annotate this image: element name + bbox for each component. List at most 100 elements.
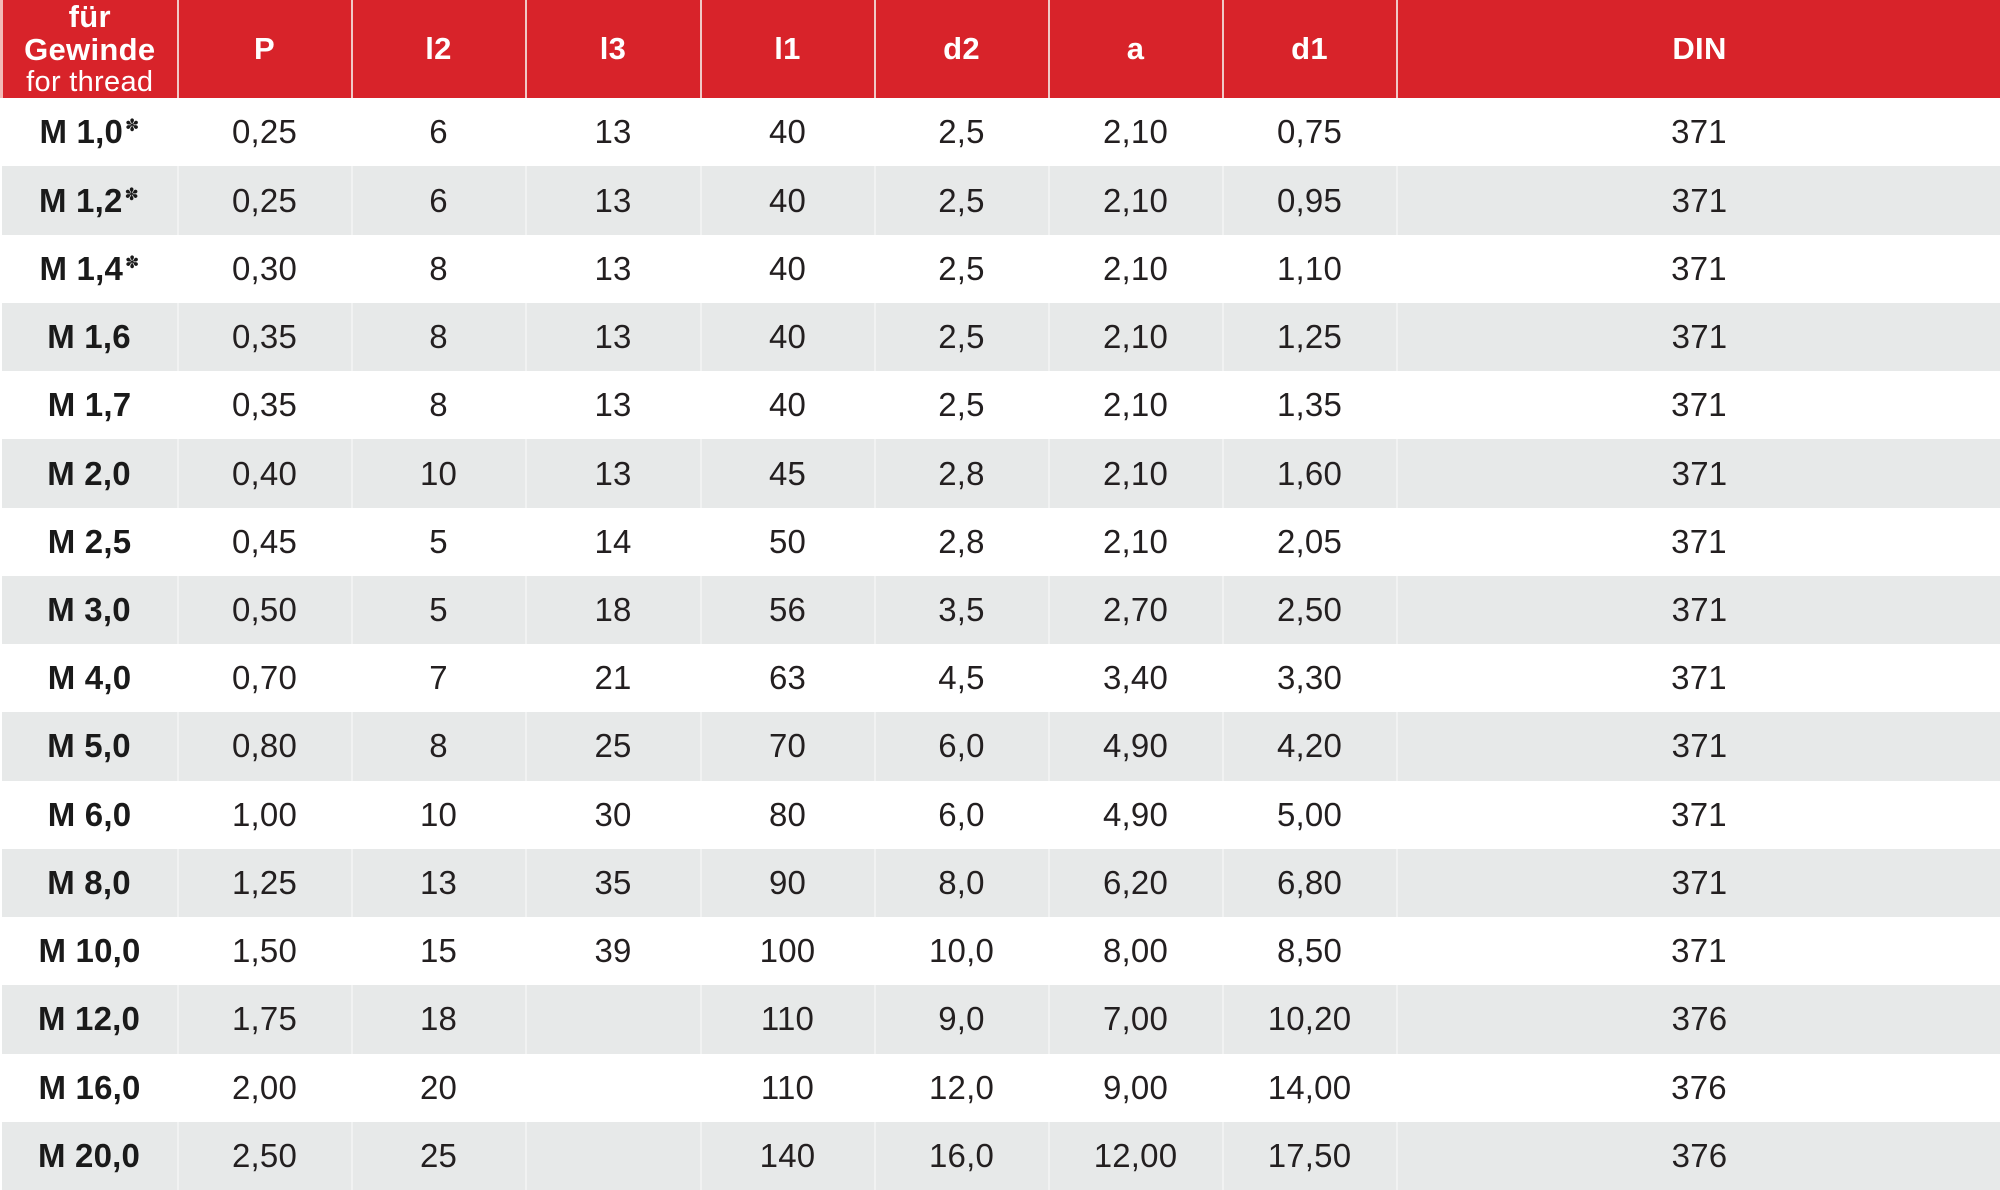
- cell-l1: 140: [700, 1121, 876, 1190]
- cell-l1: 70: [700, 712, 876, 781]
- cell-l3: 35: [525, 848, 702, 918]
- cell-a: 2,10: [1048, 166, 1224, 235]
- cell-l1: 63: [700, 644, 875, 713]
- cell-l2: 6: [351, 166, 527, 235]
- header-row: für Gewinde for thread P l2 l3 l1 d2 a d…: [0, 0, 2000, 99]
- cell-d1: 1,60: [1222, 439, 1398, 508]
- cell-thread: M 16,0: [1, 1053, 178, 1122]
- cell-l3: [525, 985, 702, 1054]
- cell-l1: 80: [700, 780, 875, 849]
- cell-l3: 39: [525, 917, 701, 986]
- column-header-d1: d1: [1222, 0, 1398, 99]
- table-row: M 1,7 0,35 8 13 40 2,5 2,10 1,35 371: [1, 371, 2000, 440]
- cell-l3: 14: [525, 507, 701, 576]
- cell-d1: 5,00: [1222, 780, 1397, 849]
- cell-d2: 12,0: [874, 1053, 1049, 1122]
- cell-d2: 2,8: [874, 507, 1049, 576]
- table-row: M 6,0 1,00 10 30 80 6,0 4,90 5,00 371: [1, 780, 2000, 849]
- cell-din: 371: [1396, 644, 2000, 713]
- cell-l3: 13: [525, 234, 701, 303]
- column-header-l2: l2: [351, 0, 527, 99]
- cell-l3: 13: [525, 371, 701, 440]
- cell-d1: 0,95: [1222, 166, 1398, 235]
- footnote-marker-icon: ✽: [125, 252, 140, 272]
- cell-l2: 10: [351, 439, 527, 508]
- cell-thread: M 1,7: [1, 371, 178, 440]
- cell-l1: 110: [700, 985, 876, 1054]
- cell-p: 1,75: [177, 985, 353, 1054]
- cell-d2: 6,0: [874, 780, 1049, 849]
- table-row: M 16,0 2,00 20 110 12,0 9,00 14,00 376: [1, 1053, 2000, 1122]
- cell-d1: 14,00: [1222, 1053, 1397, 1122]
- cell-p: 0,30: [177, 234, 352, 303]
- cell-l2: 8: [351, 234, 526, 303]
- cell-thread: M 3,0: [1, 575, 179, 645]
- cell-p: 0,50: [177, 575, 353, 645]
- column-header-a: a: [1048, 0, 1224, 99]
- table-row: M 2,5 0,45 5 14 50 2,8 2,10 2,05 371: [1, 507, 2000, 576]
- cell-l1: 50: [700, 507, 875, 576]
- cell-l1: 45: [700, 439, 876, 508]
- cell-d1: 1,25: [1222, 302, 1398, 372]
- table-body: M 1,0 ✽ 0,25 6 13 40 2,5 2,10 0,75 371 M 1,2 ✽ 0,25 6…: [1, 98, 2000, 1190]
- column-header-thread: für Gewinde for thread: [0, 0, 179, 99]
- cell-din: 371: [1396, 712, 2000, 781]
- cell-din: 371: [1396, 917, 2000, 986]
- cell-din: 371: [1396, 234, 2000, 303]
- cell-l2: 25: [351, 1121, 527, 1190]
- cell-d2: 9,0: [874, 985, 1050, 1054]
- cell-l2: 8: [351, 712, 527, 781]
- cell-din: 371: [1396, 507, 2000, 576]
- cell-d1: 8,50: [1222, 917, 1397, 986]
- cell-din: 371: [1396, 848, 2000, 918]
- cell-l2: 5: [351, 575, 527, 645]
- cell-thread: M 5,0: [1, 712, 179, 781]
- cell-l2: 7: [351, 644, 526, 713]
- table-row: M 5,0 0,80 8 25 70 6,0 4,90 4,20 371: [1, 712, 2000, 781]
- cell-p: 2,50: [177, 1121, 353, 1190]
- table-row: M 2,0 0,40 10 13 45 2,8 2,10 1,60 371: [1, 439, 2000, 508]
- cell-l3: 13: [525, 439, 702, 508]
- cell-l2: 8: [351, 371, 526, 440]
- cell-a: 3,40: [1048, 644, 1223, 713]
- cell-thread: M 20,0: [1, 1121, 179, 1190]
- cell-a: 2,10: [1048, 302, 1224, 372]
- cell-p: 0,35: [177, 371, 352, 440]
- table-header: für Gewinde for thread P l2 l3 l1 d2 a d…: [0, 0, 2000, 99]
- cell-l3: 25: [525, 712, 702, 781]
- cell-l1: 90: [700, 848, 876, 918]
- cell-l1: 56: [700, 575, 876, 645]
- cell-d2: 2,8: [874, 439, 1050, 508]
- cell-d1: 0,75: [1222, 98, 1397, 167]
- cell-d2: 2,5: [874, 98, 1049, 167]
- cell-din: 376: [1396, 1121, 2000, 1190]
- cell-d2: 8,0: [874, 848, 1050, 918]
- cell-din: 371: [1396, 439, 2000, 508]
- cell-a: 2,10: [1048, 439, 1224, 508]
- cell-a: 9,00: [1048, 1053, 1223, 1122]
- cell-l2: 20: [351, 1053, 526, 1122]
- table-row: M 3,0 0,50 5 18 56 3,5 2,70 2,50 371: [1, 575, 2000, 645]
- footnote-marker-icon: ✽: [125, 116, 140, 136]
- cell-thread: M 1,0 ✽: [1, 98, 178, 167]
- cell-din: 371: [1396, 780, 2000, 849]
- cell-d2: 6,0: [874, 712, 1050, 781]
- cell-p: 2,00: [177, 1053, 352, 1122]
- column-header-d2: d2: [874, 0, 1050, 99]
- cell-din: 371: [1396, 371, 2000, 440]
- cell-thread: M 1,4 ✽: [1, 234, 178, 303]
- column-header-thread-en: for thread: [26, 65, 154, 98]
- cell-a: 12,00: [1048, 1121, 1224, 1190]
- cell-l3: 13: [525, 302, 702, 372]
- cell-thread: M 2,0: [1, 439, 179, 508]
- column-header-p: P: [177, 0, 353, 99]
- cell-p: 0,35: [177, 302, 353, 372]
- cell-p: 0,25: [177, 98, 352, 167]
- cell-l3: 30: [525, 780, 701, 849]
- table-row: M 20,0 2,50 25 140 16,0 12,00 17,50 376: [1, 1121, 2000, 1190]
- table-row: M 1,4 ✽ 0,30 8 13 40 2,5 2,10 1,10 371: [1, 234, 2000, 303]
- cell-a: 2,10: [1048, 234, 1223, 303]
- cell-d2: 2,5: [874, 166, 1050, 235]
- cell-a: 2,10: [1048, 98, 1223, 167]
- cell-p: 0,40: [177, 439, 353, 508]
